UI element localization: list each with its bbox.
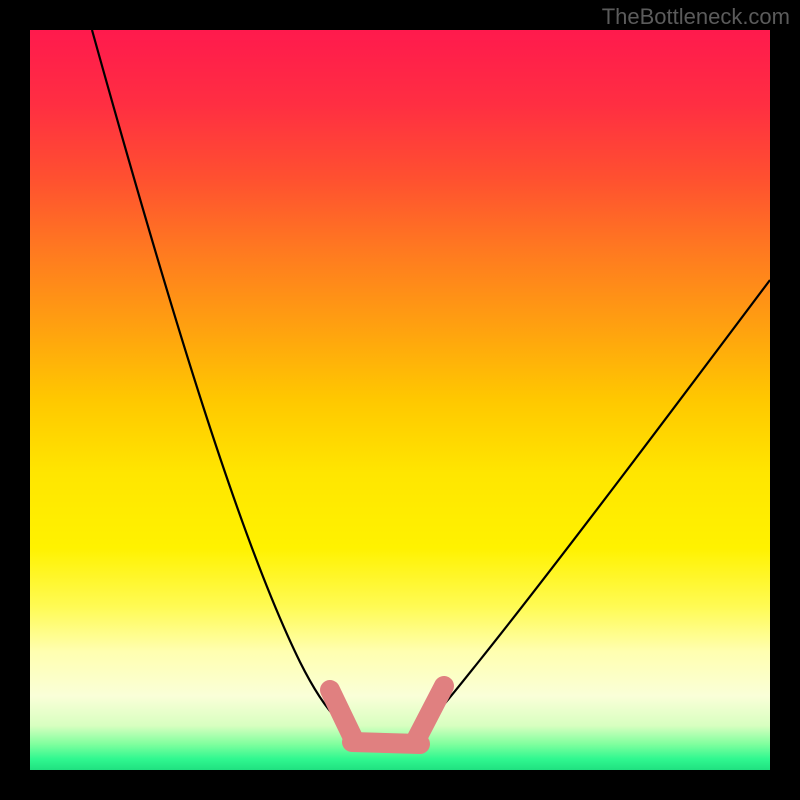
pink-marker-segment: [415, 686, 444, 742]
right-curve: [428, 280, 770, 722]
watermark-text: TheBottleneck.com: [602, 4, 790, 30]
pink-marker-group: [330, 686, 444, 744]
left-curve: [92, 30, 338, 720]
curves-overlay: [0, 0, 800, 800]
